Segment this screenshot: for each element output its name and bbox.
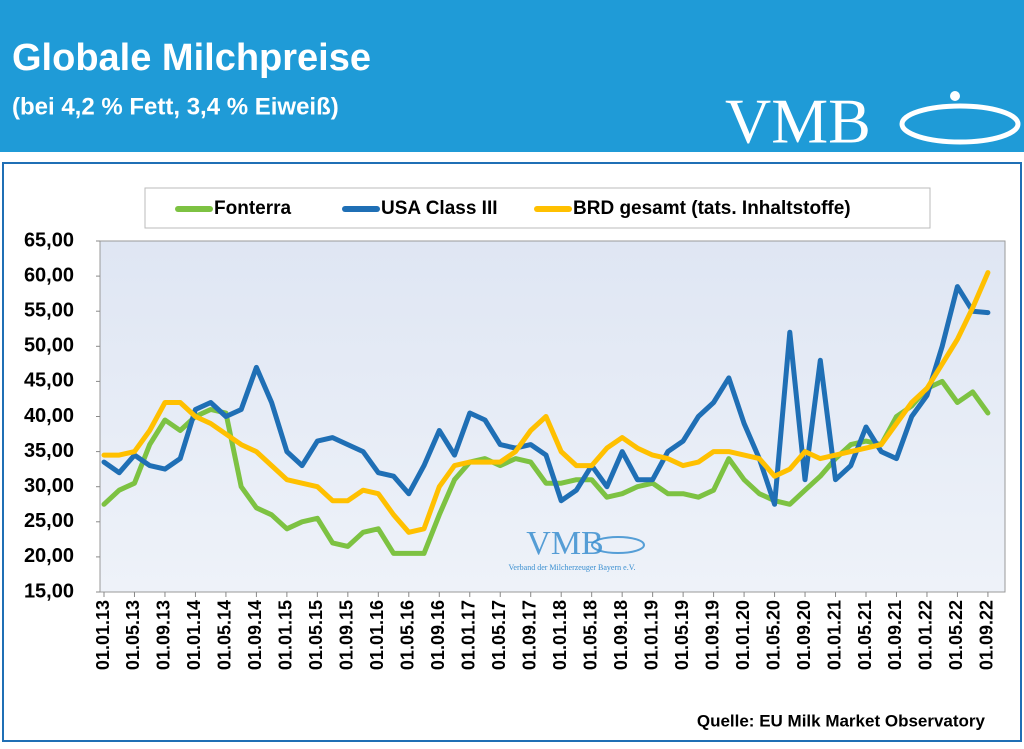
x-tick-label: 01.01.18 — [550, 600, 570, 670]
x-tick-label: 01.01.17 — [459, 600, 479, 670]
x-tick-label: 01.05.14 — [215, 600, 235, 670]
x-tick-label: 01.05.17 — [489, 600, 509, 670]
x-tick-label: 01.01.21 — [824, 600, 844, 670]
x-tick-label: 01.09.17 — [519, 600, 539, 670]
series-line — [101, 284, 991, 507]
header-logo: VMB — [725, 86, 871, 157]
x-tick-label: 01.05.21 — [855, 600, 875, 670]
source: Quelle: EU Milk Market Observatory — [697, 711, 986, 730]
y-tick-label: 15,00 — [24, 580, 74, 602]
plot: 15,00 20,00 25,00 30,00 35,00 40,00 45,00 50,00… — [24, 198, 997, 670]
logo-swoosh — [899, 103, 1021, 145]
x-tick-label: 01.09.21 — [885, 600, 905, 670]
x-tick-label: 01.01.20 — [733, 600, 753, 670]
series-line — [101, 270, 991, 535]
y-tick-label: 35,00 — [24, 440, 74, 462]
x-tick-label: 01.05.22 — [946, 600, 966, 670]
x-tick-label: 01.09.18 — [611, 600, 631, 670]
x-tick-label: 01.09.13 — [154, 600, 174, 670]
x-tick-label: 01.01.13 — [93, 600, 113, 670]
y-tick-label: 50,00 — [24, 335, 74, 357]
watermark-caption: Verband der Milcherzeuger Bayern e.V. — [509, 563, 636, 572]
x-tick-label: 01.09.20 — [794, 600, 814, 670]
logo-dot — [950, 91, 960, 101]
y-tick-label: 65,00 — [24, 229, 74, 251]
title: Globale Milchpreise — [12, 37, 371, 79]
y-tick-label: 25,00 — [24, 510, 74, 532]
y-tick-label: 30,00 — [24, 475, 74, 497]
x-tick-label: 01.05.18 — [580, 600, 600, 670]
x-tick-label: 01.01.22 — [916, 600, 936, 670]
x-tick-label: 01.05.16 — [398, 600, 418, 670]
x-tick-label: 01.01.15 — [276, 600, 296, 670]
y-tick-label: 60,00 — [24, 264, 74, 286]
x-tick-label: 01.01.14 — [184, 600, 204, 670]
x-tick-label: 01.09.15 — [337, 600, 357, 670]
x-tick-label: 01.05.20 — [763, 600, 783, 670]
watermark-swoosh — [591, 536, 645, 554]
legend-label: USA Class III — [381, 198, 498, 219]
x-tick-label: 01.05.15 — [306, 600, 326, 670]
y-tick-label: 40,00 — [24, 405, 74, 427]
y-tick-label: 55,00 — [24, 299, 74, 321]
x-tick-label: 01.01.16 — [367, 600, 387, 670]
legend-label: BRD gesamt (tats. Inhaltstoffe) — [573, 198, 851, 219]
watermark-logo: VMB — [526, 525, 603, 562]
x-tick-label: 01.09.19 — [702, 600, 722, 670]
x-tick-label: 01.09.16 — [428, 600, 448, 670]
y-tick-label: 20,00 — [24, 545, 74, 567]
x-tick-label: 01.09.14 — [245, 600, 265, 670]
x-tick-label: 01.05.13 — [123, 600, 143, 670]
legend-label: Fonterra — [214, 198, 292, 219]
subtitle: (bei 4,2 % Fett, 3,4 % Eiweiß) — [12, 93, 339, 120]
x-tick-label: 01.01.19 — [641, 600, 661, 670]
x-tick-label: 01.09.22 — [977, 600, 997, 670]
y-tick-label: 45,00 — [24, 370, 74, 392]
x-tick-label: 01.05.19 — [672, 600, 692, 670]
plot-area — [99, 240, 1006, 593]
header-band — [0, 0, 1024, 152]
